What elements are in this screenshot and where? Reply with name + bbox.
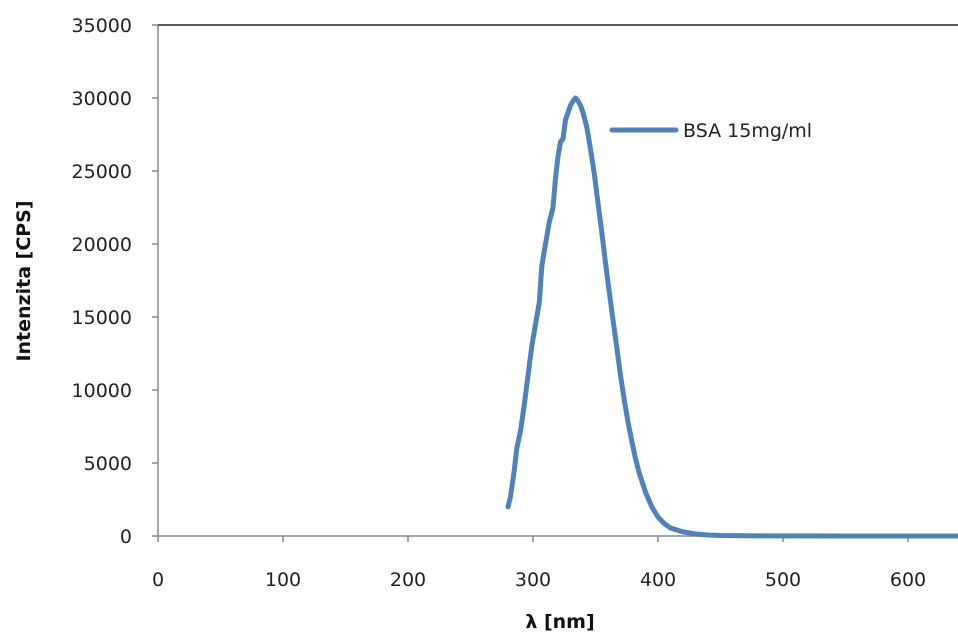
y-tick-label: 20000 <box>72 234 132 256</box>
legend: BSA 15mg/ml <box>609 120 812 142</box>
x-tick-label: 200 <box>390 569 426 591</box>
y-axis-title: Intenzita [CPS] <box>13 200 35 361</box>
ticks: 0 5000 10000 15000 20000 25000 30000 35000 0 100 2… <box>72 15 927 591</box>
y-tick-label: 35000 <box>72 15 132 37</box>
legend-label: BSA 15mg/ml <box>683 120 812 142</box>
y-tick-label: 10000 <box>72 380 132 402</box>
y-tick-label: 25000 <box>72 161 132 183</box>
x-tick-label: 300 <box>515 569 551 591</box>
x-axis-title: λ [nm] <box>525 611 594 633</box>
series-line <box>505 95 958 539</box>
axes <box>157 24 958 537</box>
y-tick-label: 5000 <box>84 453 132 475</box>
series <box>505 95 958 539</box>
x-tick-label: 400 <box>640 569 676 591</box>
x-tick-label: 100 <box>265 569 301 591</box>
x-tick-label: 500 <box>765 569 801 591</box>
y-tick-label: 15000 <box>72 307 132 329</box>
y-tick-label: 0 <box>120 526 132 548</box>
x-tick-label: 600 <box>890 569 926 591</box>
x-tick-label: 0 <box>152 569 164 591</box>
y-tick-label: 30000 <box>72 88 132 110</box>
